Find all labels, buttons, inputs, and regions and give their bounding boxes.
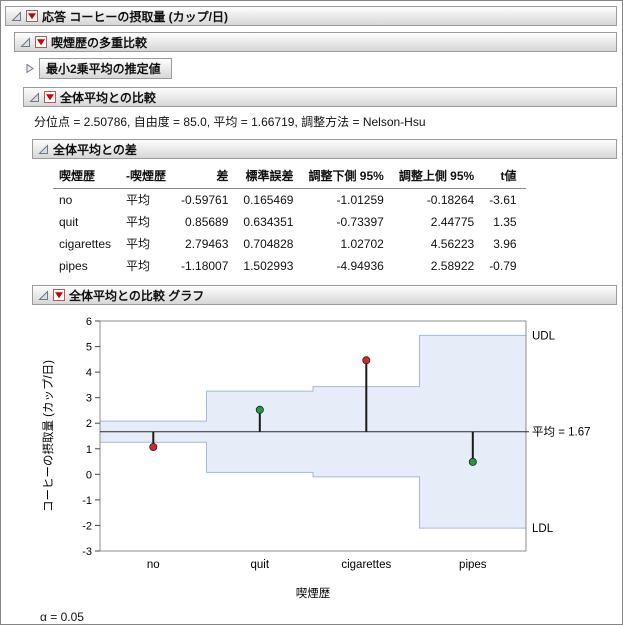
outline-header-multiple-comparisons[interactable]: 喫煙歴の多重比較 [14, 32, 617, 52]
outline-header-diff[interactable]: 全体平均との差 [32, 139, 617, 159]
table-cell: 0.165469 [243, 192, 294, 207]
table-row: quit 平均 0.85689 0.634351 -0.73397 2.44775 1.35 [53, 211, 526, 233]
table-cell: 1.02702 [340, 236, 384, 251]
table-cell: 1.35 [493, 214, 517, 229]
udl-label: UDL [532, 330, 556, 342]
table-cell: -1.18007 [181, 258, 229, 273]
table-cell: cigarettes [59, 236, 112, 251]
table-cell: 0.704828 [243, 236, 294, 251]
diff-table-head: 喫煙歴 -喫煙歴差標準誤差 調整下側 95% 調整上側 95% t値 [53, 165, 526, 189]
anom-chart[interactable]: -3 -2 -1 0 1 2 3 4 5 6 no quit cigarettes pipes UDL 平均 … [34, 311, 617, 608]
table-cell: 1.502993 [243, 258, 294, 273]
table-cell: 平均 [126, 215, 151, 229]
diff-table-col-header: 喫煙歴 [53, 165, 121, 189]
y-tick-label: 4 [86, 367, 92, 379]
red-triangle-menu-icon[interactable] [26, 10, 38, 22]
disclosure-open-icon[interactable] [19, 36, 31, 48]
plot-frame [99, 320, 527, 552]
disclosure-open-icon[interactable] [10, 10, 22, 22]
anom-chart-svg: -3 -2 -1 0 1 2 3 4 5 6 no quit cigarettes pipes UDL 平均 … [41, 316, 591, 600]
red-triangle-menu-icon[interactable] [44, 91, 56, 103]
y-tick-label: 6 [86, 316, 92, 328]
table-cell: -3.61 [489, 192, 517, 207]
center-label: 平均 = 1.67 [532, 426, 591, 439]
diff-table: 喫煙歴 -喫煙歴差標準誤差 調整下側 95% 調整上側 95% t値 no 平均 -0.59… [53, 165, 526, 277]
table-cell: 2.79463 [185, 236, 229, 251]
chart-point-quit[interactable] [255, 405, 264, 414]
diff-table-col-header: 標準誤差 [237, 165, 303, 189]
table-cell: 3.96 [493, 236, 517, 251]
y-tick-label: 3 [86, 393, 92, 405]
outline-comparison-graph: 全体平均との比較 グラフ -3 -2 -1 0 1 2 3 4 5 6 no quit cigarett… [32, 285, 617, 624]
chart-point-cigarettes[interactable] [362, 356, 371, 365]
x-tick-label: cigarettes [341, 559, 391, 571]
table-cell: pipes [59, 258, 88, 273]
table-cell: quit [59, 214, 79, 229]
y-tick-label: 0 [86, 469, 92, 481]
table-cell: 0.634351 [243, 214, 294, 229]
outline-title-diff: 全体平均との差 [53, 142, 137, 157]
table-cell: 2.58922 [430, 258, 475, 273]
outline-multiple-comparisons: 喫煙歴の多重比較 最小2乗平均の推定値 [14, 32, 617, 624]
diff-table-col-header: 調整下側 95% [302, 165, 393, 189]
diff-table-body: no 平均 -0.59761 0.165469 -1.01259 -0.18264 -3.6… [53, 189, 526, 278]
table-cell: -1.01259 [336, 192, 384, 207]
table-cell: 0.85689 [185, 214, 229, 229]
y-tick-label: 2 [86, 418, 92, 430]
y-tick-label: -2 [82, 520, 92, 532]
table-cell: 平均 [126, 259, 151, 273]
table-cell: -0.18264 [426, 192, 475, 207]
y-tick-label: 1 [86, 444, 92, 456]
outline-diff-from-overall: 全体平均との差 喫煙歴 -喫煙歴差標準誤差 調整下側 95% 調整上側 95% t値 n… [32, 139, 617, 277]
collapsed-outline-lsmeans[interactable]: 最小2乗平均の推定値 [39, 58, 172, 79]
table-cell: -4.94936 [336, 258, 384, 273]
outline-response: 応答 コーヒーの摂取量 (カップ/日) 喫煙歴の多重比較 [5, 6, 617, 624]
table-row: no 平均 -0.59761 0.165469 -1.01259 -0.18264 -3.6… [53, 189, 526, 212]
red-triangle-menu-icon[interactable] [53, 289, 65, 301]
outline-overall-comparison: 全体平均との比較 分位点 = 2.50786, 自由度 = 85.0, 平均 =… [23, 87, 617, 624]
outline-header-response[interactable]: 応答 コーヒーの摂取量 (カップ/日) [5, 6, 617, 26]
outline-title-lsmeans: 最小2乗平均の推定値 [46, 62, 161, 76]
table-cell: 平均 [126, 237, 151, 251]
stats-line: 分位点 = 2.50786, 自由度 = 85.0, 平均 = 1.66719,… [34, 115, 426, 129]
table-cell: 平均 [126, 193, 151, 207]
diff-table-col-header: t値 [483, 165, 526, 189]
y-tick-label: -1 [82, 495, 92, 507]
outline-title-response: 応答 コーヒーの摂取量 (カップ/日) [42, 9, 228, 24]
outline-header-graph[interactable]: 全体平均との比較 グラフ [32, 285, 617, 305]
table-cell: no [59, 192, 73, 207]
y-axis-title: コーヒーの摂取量 (カップ/日) [41, 360, 55, 512]
diff-table-col-header: 差 [175, 165, 238, 189]
ldl-label: LDL [532, 523, 554, 535]
diff-table-col-header: 調整上側 95% [392, 165, 484, 189]
table-cell: 4.56223 [430, 236, 475, 251]
table-row: pipes 平均 -1.18007 1.502993 -4.94936 2.58922 -0… [53, 255, 526, 277]
outline-collapsed-lsmeans: 最小2乗平均の推定値 [23, 58, 617, 79]
x-tick-label: quit [251, 559, 270, 571]
y-tick-label: 5 [86, 342, 92, 354]
x-axis-title: 喫煙歴 [296, 587, 331, 600]
disclosure-open-icon[interactable] [28, 91, 40, 103]
disclosure-open-icon[interactable] [37, 143, 49, 155]
outline-title-multiple-comparisons: 喫煙歴の多重比較 [51, 35, 148, 50]
alpha-label: α = 0.05 [40, 610, 84, 624]
table-cell: 2.44775 [430, 214, 475, 229]
table-row: cigarettes 平均 2.79463 0.704828 1.02702 4.5622… [53, 233, 526, 255]
chart-point-no[interactable] [149, 442, 158, 451]
chart-point-pipes[interactable] [468, 457, 477, 466]
outline-header-overall-comparison[interactable]: 全体平均との比較 [23, 87, 617, 107]
outline-title-graph: 全体平均との比較 グラフ [69, 288, 205, 303]
x-tick-label: no [147, 559, 160, 571]
y-tick-label: -3 [82, 546, 92, 558]
outline-title-overall-comparison: 全体平均との比較 [60, 90, 156, 105]
disclosure-closed-icon[interactable] [23, 63, 35, 75]
table-cell: -0.59761 [181, 192, 229, 207]
table-cell: -0.73397 [336, 214, 384, 229]
x-tick-label: pipes [459, 559, 487, 571]
diff-table-col-header: -喫煙歴 [120, 165, 176, 189]
disclosure-open-icon[interactable] [37, 289, 49, 301]
table-cell: -0.79 [489, 258, 517, 273]
red-triangle-menu-icon[interactable] [35, 36, 47, 48]
